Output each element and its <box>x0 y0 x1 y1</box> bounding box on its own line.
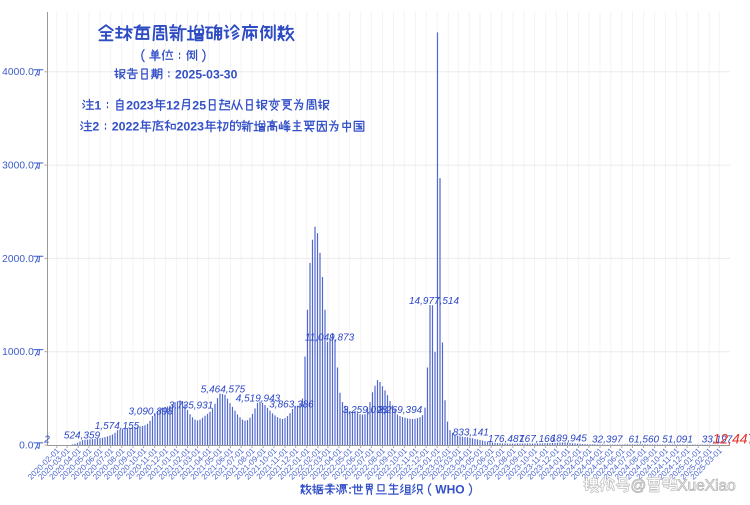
svg-text:524,359: 524,359 <box>64 431 101 442</box>
svg-text:833,141: 833,141 <box>453 428 489 439</box>
svg-text:14,977,514: 14,977,514 <box>409 296 459 307</box>
svg-text:XueXiao: XueXiao <box>677 478 736 495</box>
svg-text:0.0: 0.0 <box>19 440 34 451</box>
svg-text:4000.0: 4000.0 <box>2 67 34 78</box>
svg-text:61,560: 61,560 <box>629 434 660 445</box>
svg-text:2022: 2022 <box>112 120 140 134</box>
svg-text:2023: 2023 <box>126 98 154 112</box>
svg-text:11,049,873: 11,049,873 <box>305 332 355 343</box>
svg-text:12,447: 12,447 <box>713 430 750 446</box>
svg-text:12: 12 <box>166 98 180 112</box>
svg-text:2000.0: 2000.0 <box>2 254 34 265</box>
svg-text:3,735,931: 3,735,931 <box>169 401 214 412</box>
svg-text:2025-03-30: 2025-03-30 <box>175 67 238 81</box>
svg-text:3000.0: 3000.0 <box>2 161 34 172</box>
svg-text:189,945: 189,945 <box>551 434 588 445</box>
svg-text:WHO: WHO <box>435 483 464 497</box>
svg-text:1000.0: 1000.0 <box>2 347 34 358</box>
svg-text:51,091: 51,091 <box>662 434 693 445</box>
svg-text:32,397: 32,397 <box>592 434 623 445</box>
svg-text:1,574,155: 1,574,155 <box>95 421 140 432</box>
svg-text:2: 2 <box>43 434 50 445</box>
svg-text:2023: 2023 <box>177 120 205 134</box>
svg-text::: : <box>348 483 352 497</box>
svg-text:25: 25 <box>192 98 206 112</box>
svg-text:3,269,394: 3,269,394 <box>378 405 423 416</box>
svg-text:2: 2 <box>92 120 99 134</box>
svg-text:@: @ <box>631 478 647 495</box>
svg-text:3,090,898: 3,090,898 <box>128 407 173 418</box>
svg-text:3,863,386: 3,863,386 <box>269 400 314 411</box>
svg-text:1: 1 <box>94 98 101 112</box>
